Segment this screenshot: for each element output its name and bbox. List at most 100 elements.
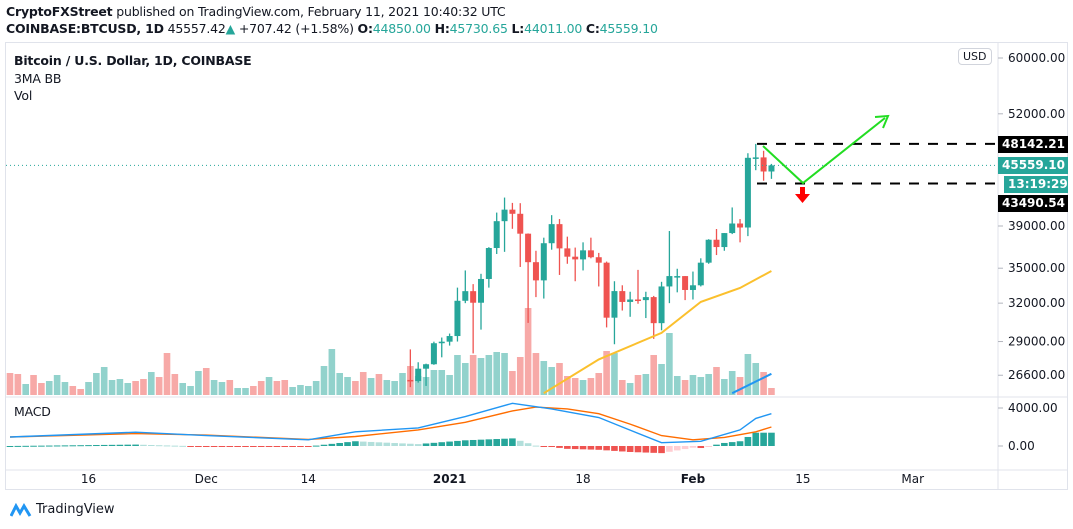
volume-bar [391, 381, 398, 395]
volume-bar [414, 376, 422, 395]
macd-histogram-bar [532, 445, 540, 447]
candle-body [635, 299, 641, 302]
candle-body [580, 250, 587, 260]
macd-histogram-bar [124, 444, 132, 446]
volume-bar [430, 370, 438, 395]
volume-bar [619, 380, 626, 395]
macd-histogram-bar [289, 446, 296, 447]
volume-bar [595, 373, 603, 395]
macd-histogram-bar [689, 446, 697, 448]
symbol: COINBASE:BTCUSD, 1D [6, 21, 164, 36]
macd-histogram-bar [422, 443, 430, 446]
macd-histogram-bar [367, 441, 375, 446]
macd-histogram-bar [163, 445, 171, 447]
macd-histogram-bar [681, 446, 689, 450]
legend-indicator[interactable]: 3MA BB [14, 71, 62, 86]
macd-histogram-bar [713, 444, 720, 446]
candle-body [587, 250, 594, 258]
macd-histogram-bar [736, 441, 744, 446]
macd-histogram-bar [658, 446, 665, 454]
volume-bar [148, 372, 155, 395]
volume-bar [477, 358, 485, 395]
macd-histogram-bar [697, 446, 705, 449]
time-axis-label: Feb [681, 472, 706, 486]
candle-body [682, 276, 689, 290]
macd-histogram-bar [516, 440, 524, 446]
publisher: CryptoFXStreet [6, 4, 113, 19]
candle-body [462, 291, 469, 301]
legend-macd[interactable]: MACD [14, 404, 51, 419]
brand-name: TradingView [36, 502, 115, 517]
macd-histogram-bar [30, 445, 37, 447]
candle-body [556, 224, 563, 249]
candle-body [642, 297, 649, 301]
volume-bar [548, 367, 555, 395]
candle-body [721, 233, 728, 248]
volume-bar [752, 363, 760, 395]
bb-line [731, 372, 772, 395]
macd-histogram-bar [61, 445, 69, 447]
candle-body [689, 285, 696, 290]
macd-histogram-bar [195, 446, 202, 447]
macd-histogram-bar [305, 446, 312, 447]
volume-bar [305, 386, 312, 395]
time-axis-label: 16 [81, 472, 96, 486]
macd-histogram-bar [69, 445, 77, 447]
low-label: L: [511, 21, 525, 36]
price-axis-label: 52000.00 [1008, 107, 1065, 121]
volume-bar [234, 388, 241, 395]
macd-histogram-bar [603, 446, 610, 451]
legend-volume[interactable]: Vol [14, 88, 33, 103]
currency-button[interactable]: USD [958, 48, 992, 65]
candle-body [525, 233, 532, 263]
macd-histogram-bar [6, 446, 14, 447]
volume-bar [226, 380, 234, 395]
volume-bar [140, 379, 147, 395]
candle-body [674, 276, 681, 278]
macd-histogram-bar [155, 445, 163, 447]
macd-histogram-bar [673, 446, 681, 451]
macd-histogram-bar [540, 446, 548, 447]
red-down-arrow-icon [795, 187, 810, 203]
volume-bar [312, 381, 320, 395]
volume-bar [532, 353, 540, 395]
volume-bar [320, 366, 328, 395]
tradingview-icon [10, 502, 32, 517]
candle-body [446, 336, 453, 342]
support-badge: 43490.54 [998, 195, 1068, 212]
volume-bar [626, 383, 634, 395]
volume-bar [171, 374, 179, 395]
volume-bar [681, 380, 689, 395]
volume-bar [218, 382, 226, 395]
candle-body [713, 239, 720, 248]
macd-histogram-bar [140, 444, 147, 446]
candle-body [564, 248, 571, 257]
volume-bar [336, 373, 343, 395]
volume-bar [713, 367, 720, 395]
candle-body [737, 223, 744, 228]
candle-body [744, 157, 751, 228]
macd-histogram-bar [383, 442, 391, 446]
candle-body [760, 157, 767, 172]
volume-bar [6, 373, 14, 395]
volume-bar [22, 384, 29, 395]
volume-bar [93, 373, 100, 395]
macd-histogram-bar [53, 445, 61, 447]
volume-bar [30, 375, 37, 395]
volume-bar [587, 378, 595, 395]
candle-body [493, 221, 500, 249]
volume-bar [768, 388, 775, 395]
macd-histogram-bar [469, 439, 477, 446]
volume-bar [179, 383, 186, 395]
macd-histogram-bar [45, 445, 53, 447]
volume-bar [108, 380, 116, 395]
volume-bar [666, 333, 673, 395]
countdown-badge: 13:19:29 [1004, 176, 1068, 193]
volume-bar [85, 382, 92, 395]
volume-bar [375, 374, 383, 395]
volume-bar [38, 383, 45, 395]
macd-histogram-bar [218, 446, 226, 447]
candle-body [501, 209, 508, 222]
tradingview-logo[interactable]: TradingView [10, 502, 115, 517]
